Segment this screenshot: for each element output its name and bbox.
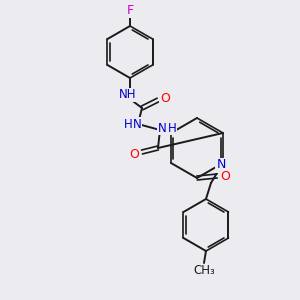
Text: H: H <box>168 122 176 134</box>
Text: N: N <box>133 118 141 130</box>
Text: N: N <box>216 158 226 172</box>
Text: H: H <box>124 118 132 130</box>
Text: CH₃: CH₃ <box>193 265 215 278</box>
Text: O: O <box>220 169 230 182</box>
Text: F: F <box>126 4 134 16</box>
Text: N: N <box>158 122 166 134</box>
Text: NH: NH <box>119 88 137 101</box>
Text: O: O <box>160 92 170 104</box>
Text: O: O <box>129 148 139 160</box>
